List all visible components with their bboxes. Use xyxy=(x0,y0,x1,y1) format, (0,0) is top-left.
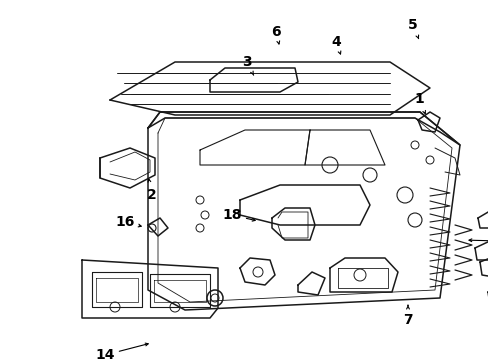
Text: 1: 1 xyxy=(413,92,423,106)
Text: 16: 16 xyxy=(115,215,134,229)
Text: 5: 5 xyxy=(407,18,417,32)
Text: 6: 6 xyxy=(271,25,280,39)
Text: 14: 14 xyxy=(95,348,115,360)
Text: 4: 4 xyxy=(330,35,340,49)
Text: 3: 3 xyxy=(242,55,251,69)
Text: 18: 18 xyxy=(222,208,241,222)
Text: 2: 2 xyxy=(147,188,157,202)
Text: 7: 7 xyxy=(403,313,412,327)
